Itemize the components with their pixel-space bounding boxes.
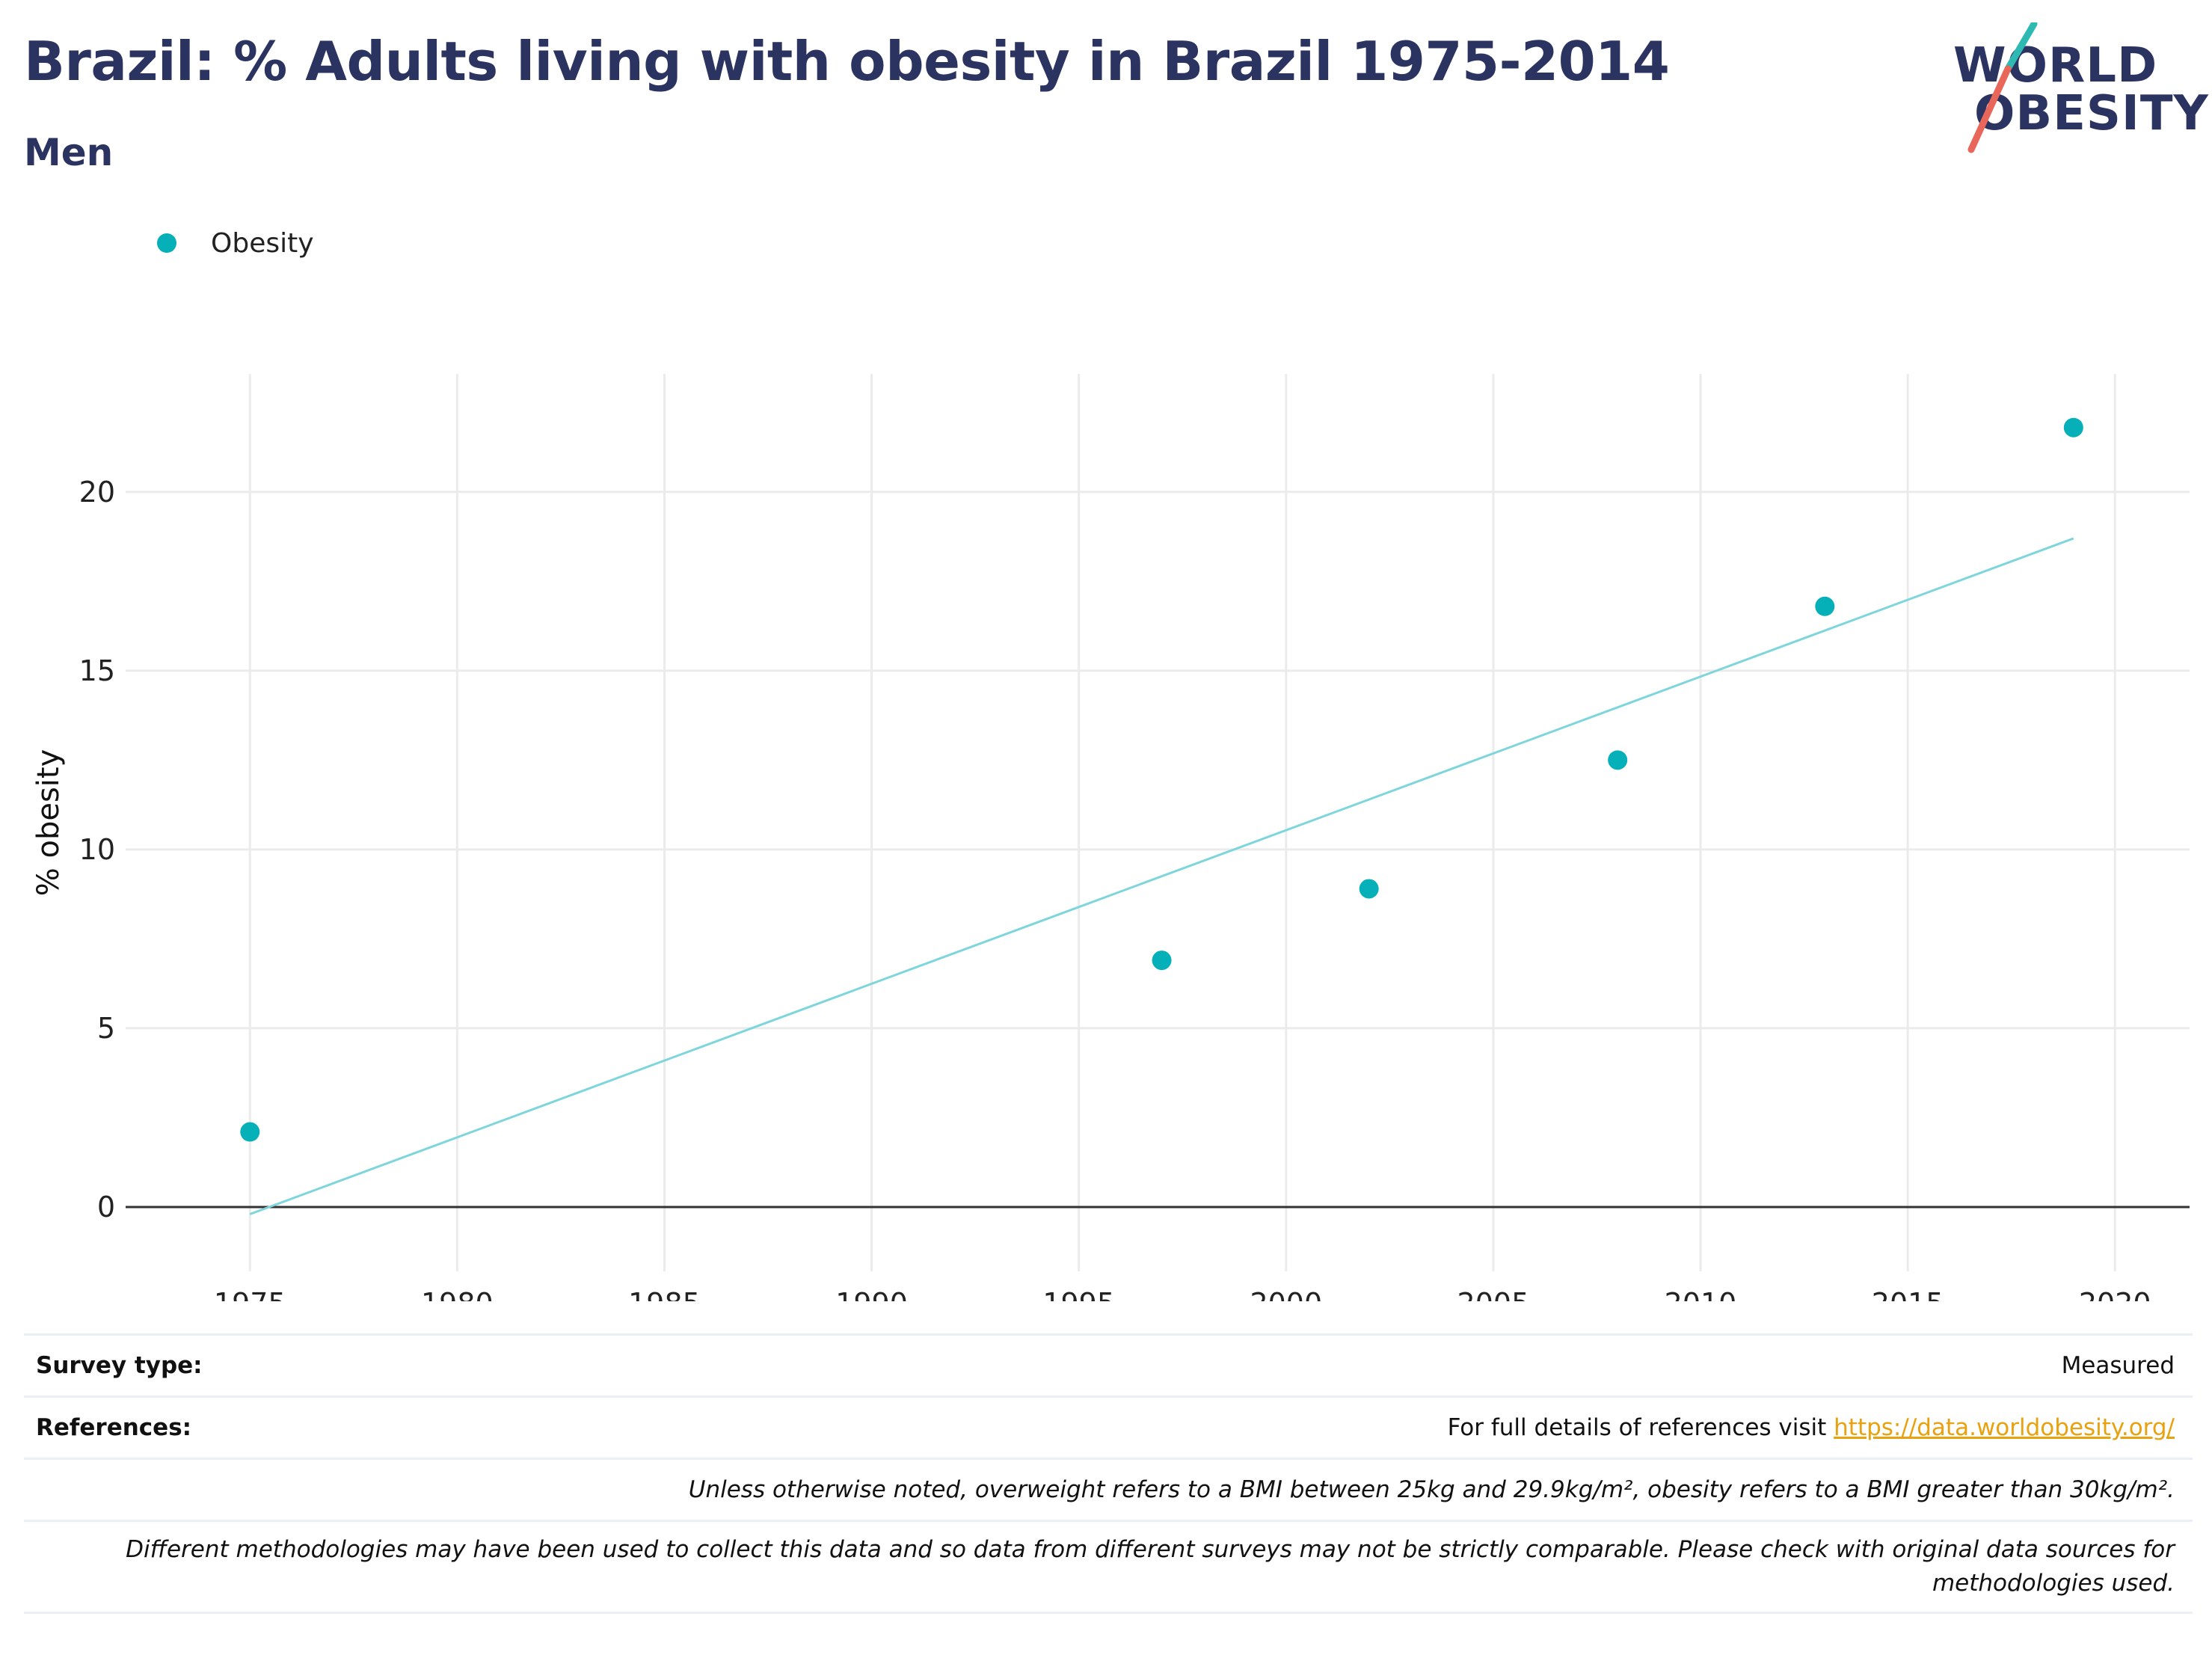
references-link[interactable]: https://data.worldobesity.org/	[1834, 1414, 2175, 1441]
y-axis-title: % obesity	[31, 749, 66, 897]
data-point	[1608, 750, 1628, 770]
world-obesity-logo[interactable]: WORLD OBESITY	[1944, 22, 2208, 157]
x-tick-label: 2005	[1457, 1287, 1530, 1301]
y-tick-label: 15	[79, 654, 115, 687]
y-tick-label: 10	[79, 833, 115, 866]
data-point	[2063, 417, 2083, 437]
methodology-note: Different methodologies may have been us…	[36, 1533, 2175, 1600]
references-label: References:	[36, 1414, 192, 1441]
methodology-note-row: Different methodologies may have been us…	[24, 1520, 2193, 1614]
chart-title: Brazil: % Adults living with obesity in …	[24, 30, 1670, 93]
survey-type-label: Survey type:	[36, 1352, 203, 1379]
bmi-note: Unless otherwise noted, overweight refer…	[688, 1476, 2175, 1503]
logo-word-world: WORLD	[1953, 38, 2158, 93]
data-point	[240, 1122, 260, 1142]
x-tick-label: 2000	[1250, 1287, 1322, 1301]
legend-marker-obesity	[157, 233, 176, 253]
x-tick-label: 1975	[214, 1287, 286, 1301]
obesity-scatter-chart: 1975198019851990199520002005201020152020…	[31, 374, 2190, 1301]
references-text-wrap: For full details of references visit htt…	[1448, 1414, 2175, 1441]
x-tick-label: 1985	[628, 1287, 701, 1301]
x-tick-label: 2010	[1665, 1287, 1737, 1301]
chart-footer: Survey type: Measured References: For fu…	[24, 1333, 2193, 1614]
y-tick-label: 5	[97, 1012, 115, 1045]
bmi-note-row: Unless otherwise noted, overweight refer…	[24, 1458, 2193, 1520]
chart-legend: Obesity	[157, 224, 314, 262]
references-text: For full details of references visit	[1447, 1414, 1827, 1441]
x-tick-label: 1990	[835, 1287, 908, 1301]
chart-subtitle: Men	[24, 131, 114, 174]
x-tick-label: 1995	[1042, 1287, 1115, 1301]
references-row: References: For full details of referenc…	[24, 1395, 2193, 1458]
y-tick-label: 0	[97, 1191, 115, 1223]
logo-word-obesity: OBESITY	[1974, 86, 2209, 141]
survey-type-row: Survey type: Measured	[24, 1333, 2193, 1395]
x-tick-label: 2015	[1872, 1287, 1944, 1301]
methodology-note-line1: Different methodologies may have been us…	[126, 1536, 2175, 1564]
y-tick-label: 20	[79, 476, 115, 509]
x-tick-label: 2020	[2079, 1287, 2151, 1301]
legend-label-obesity[interactable]: Obesity	[211, 227, 314, 259]
x-tick-label: 1980	[421, 1287, 494, 1301]
trend-line	[249, 537, 2074, 1215]
data-point	[1359, 879, 1379, 899]
logo-slash-icon	[1967, 22, 2038, 153]
survey-type-value: Measured	[2061, 1352, 2175, 1379]
data-point	[1815, 596, 1835, 616]
methodology-note-line2: methodologies used.	[1932, 1570, 2175, 1597]
data-point	[1152, 951, 1172, 971]
